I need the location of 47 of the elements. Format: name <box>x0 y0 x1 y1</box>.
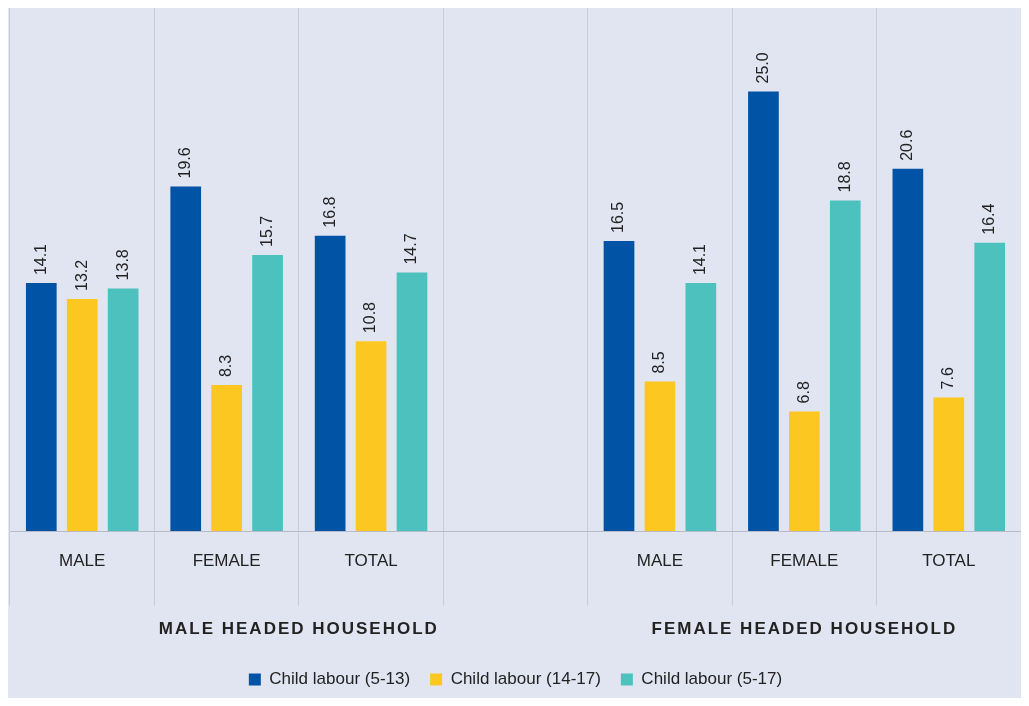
x-tick-label: FEMALE <box>192 550 261 570</box>
bar <box>789 411 820 531</box>
data-label: 15.7 <box>257 215 275 247</box>
bar <box>933 397 965 531</box>
x-tick-label: MALE <box>636 550 684 570</box>
data-label: 16.5 <box>609 201 627 233</box>
bar <box>603 240 635 531</box>
bar <box>892 168 924 531</box>
data-label: 13.8 <box>113 249 131 281</box>
data-label: 16.8 <box>320 196 338 228</box>
legend-label: Child labour (5-13) <box>269 669 411 689</box>
data-label: 18.8 <box>835 161 853 193</box>
bar <box>644 381 676 531</box>
data-label: 10.8 <box>361 301 379 334</box>
legend-label: Child labour (5-17) <box>641 669 783 689</box>
data-label: 20.6 <box>898 129 916 161</box>
bar <box>66 298 98 531</box>
data-label: 14.7 <box>402 233 420 265</box>
data-label: 25.0 <box>753 52 771 84</box>
bar <box>314 235 346 531</box>
text: MALE HEADED HOUSEHOLD <box>158 618 439 638</box>
x-tick-label: FEMALE <box>770 550 839 570</box>
data-label: 8.3 <box>217 354 235 378</box>
bar <box>685 283 717 531</box>
data-label: 13.2 <box>72 259 90 291</box>
data-label: 19.6 <box>176 147 194 179</box>
data-label: 6.8 <box>794 381 812 404</box>
data-label: 14.1 <box>691 243 709 276</box>
bar <box>396 272 428 531</box>
x-tick-label: TOTAL <box>922 550 976 570</box>
bar <box>974 242 1006 531</box>
x-tick-label: MALE <box>59 550 106 570</box>
legend-label: Child labour (14-17) <box>450 669 601 689</box>
bar <box>25 283 57 531</box>
data-label: 8.5 <box>650 351 668 374</box>
bar <box>252 255 283 531</box>
x-tick-label: TOTAL <box>344 550 398 570</box>
text: FEMALE HEADED HOUSEHOLD <box>651 618 958 638</box>
bar <box>748 91 779 531</box>
bar <box>355 341 387 531</box>
bar <box>211 385 242 531</box>
bar <box>107 288 139 531</box>
bar <box>170 186 202 531</box>
data-label: 7.6 <box>939 367 957 390</box>
data-label: 16.4 <box>980 203 998 235</box>
data-label: 14.1 <box>31 243 49 276</box>
bar <box>829 200 861 531</box>
